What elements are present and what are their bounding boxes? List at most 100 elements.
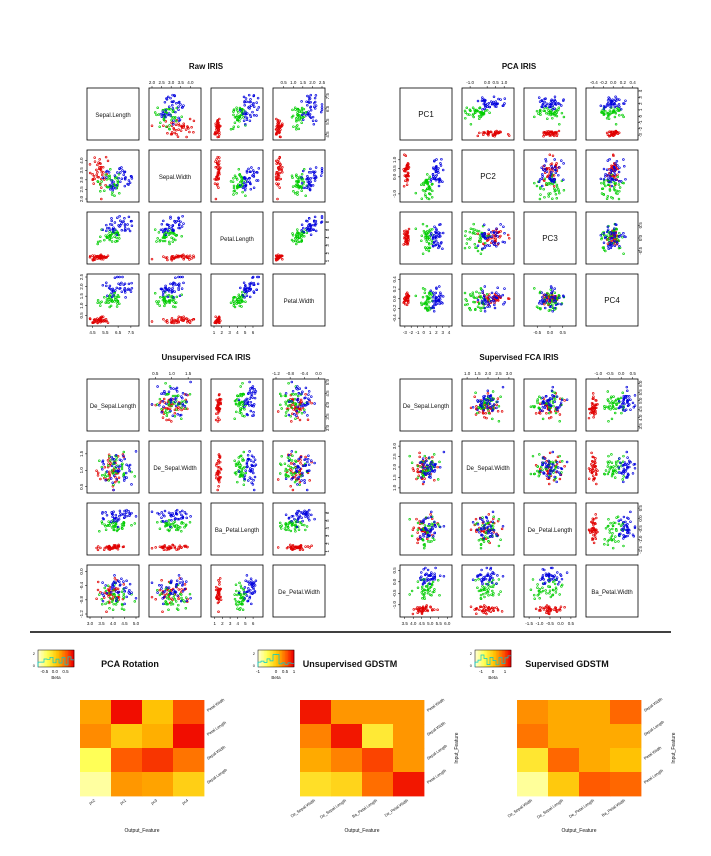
point-versicolor: [491, 417, 494, 421]
point-virginica: [304, 386, 308, 390]
point-setosa: [544, 131, 548, 135]
point-virginica: [109, 187, 112, 191]
point-setosa: [299, 408, 302, 412]
point-virginica: [120, 513, 123, 517]
point-virginica: [489, 395, 492, 398]
variable-label: PC3: [542, 234, 558, 243]
point-virginica: [112, 586, 116, 589]
point-virginica: [307, 181, 311, 185]
point-virginica: [543, 164, 546, 167]
point-versicolor: [244, 300, 247, 303]
point-virginica: [174, 590, 177, 593]
point-virginica: [502, 302, 505, 306]
point-setosa: [187, 127, 190, 130]
point-virginica: [176, 413, 179, 416]
point-versicolor: [535, 109, 539, 113]
point-versicolor: [300, 106, 304, 110]
point-setosa: [421, 482, 425, 486]
panel-box: [210, 502, 264, 556]
point-versicolor: [164, 409, 168, 412]
point-virginica: [560, 104, 563, 107]
point-virginica: [623, 165, 626, 168]
point-virginica: [541, 402, 544, 406]
point-virginica: [173, 397, 177, 401]
point-virginica: [314, 104, 318, 107]
point-versicolor: [120, 465, 124, 469]
point-versicolor: [115, 236, 118, 240]
point-virginica: [494, 234, 498, 237]
point-virginica: [127, 510, 130, 513]
point-virginica: [123, 224, 127, 227]
point-versicolor: [233, 305, 237, 309]
point-versicolor: [157, 231, 161, 234]
axis-tick-label: 4: [325, 526, 330, 529]
point-setosa: [192, 318, 196, 321]
panel-box: [272, 149, 326, 203]
point-versicolor: [543, 177, 547, 181]
point-versicolor: [613, 115, 617, 119]
point-virginica: [301, 118, 305, 121]
axis-tick-label: 4.5: [325, 131, 330, 138]
point-setosa: [93, 258, 97, 261]
point-versicolor: [617, 239, 621, 242]
point-virginica: [307, 186, 310, 190]
point-virginica: [298, 387, 302, 390]
point-virginica: [165, 223, 169, 226]
point-setosa: [150, 257, 154, 261]
point-setosa: [589, 412, 592, 415]
point-virginica: [249, 115, 253, 118]
point-virginica: [120, 229, 124, 232]
point-virginica: [172, 296, 175, 299]
point-virginica: [496, 286, 499, 289]
point-versicolor: [474, 391, 477, 395]
point-setosa: [184, 398, 188, 402]
point-virginica: [492, 100, 495, 104]
point-setosa: [217, 485, 220, 488]
point-virginica: [430, 231, 433, 235]
point-versicolor: [476, 305, 480, 308]
point-virginica: [295, 525, 299, 529]
point-versicolor: [243, 465, 246, 469]
point-virginica: [541, 103, 544, 106]
axis-tick-label: 0.2: [620, 80, 627, 85]
point-versicolor: [238, 581, 241, 585]
point-virginica: [122, 587, 126, 590]
point-setosa: [186, 545, 189, 549]
point-versicolor: [298, 110, 302, 113]
point-virginica: [242, 95, 246, 99]
point-versicolor: [426, 299, 429, 302]
point-setosa: [278, 171, 282, 175]
point-versicolor: [165, 414, 169, 418]
point-virginica: [482, 409, 486, 412]
point-virginica: [305, 513, 309, 517]
axis-tick-label: 5: [244, 330, 247, 335]
point-setosa: [93, 160, 97, 163]
point-versicolor: [290, 459, 294, 462]
point-virginica: [615, 159, 619, 163]
point-setosa: [295, 411, 299, 415]
point-setosa: [278, 161, 281, 164]
point-versicolor: [302, 234, 306, 238]
point-versicolor: [180, 293, 183, 297]
point-versicolor: [169, 603, 173, 606]
axis-tick-label: -1: [415, 330, 419, 335]
point-virginica: [310, 459, 313, 462]
point-virginica: [295, 409, 299, 413]
point-virginica: [247, 167, 250, 171]
point-virginica: [172, 229, 175, 233]
point-setosa: [594, 406, 597, 410]
point-setosa: [487, 232, 490, 236]
point-virginica: [101, 176, 105, 179]
point-virginica: [622, 102, 625, 105]
point-versicolor: [300, 121, 303, 124]
point-virginica: [609, 180, 612, 184]
point-versicolor: [180, 596, 183, 600]
point-virginica: [320, 169, 324, 172]
point-virginica: [606, 225, 610, 228]
point-versicolor: [477, 302, 481, 306]
point-setosa: [280, 254, 284, 258]
point-virginica: [167, 112, 171, 115]
point-versicolor: [171, 394, 175, 398]
point-setosa: [103, 591, 107, 595]
point-virginica: [185, 512, 188, 516]
